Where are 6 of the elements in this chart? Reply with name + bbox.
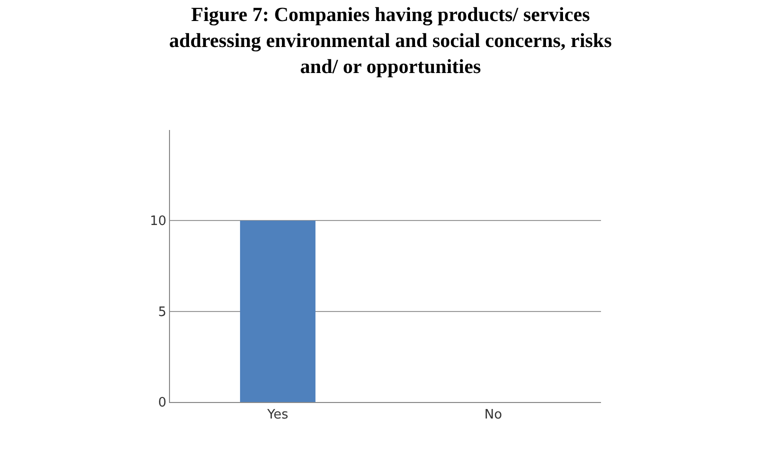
y-tick-label: 5 — [158, 304, 166, 320]
x-tick-label: No — [484, 408, 502, 423]
chart-title: Figure 7: Companies having products/ services addressing environmental and social concerns, risks and/ or opportunities — [169, 4, 612, 78]
x-tick-label: Yes — [266, 408, 288, 423]
y-tick-label: 0 — [158, 396, 166, 411]
y-tick-label: 10 — [150, 214, 166, 230]
